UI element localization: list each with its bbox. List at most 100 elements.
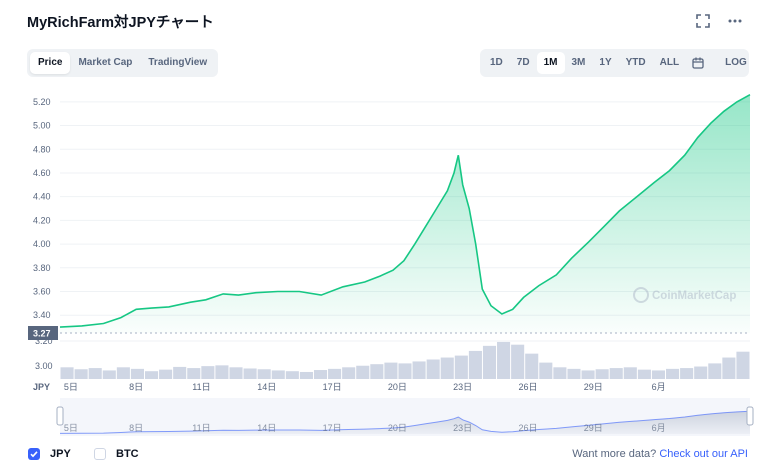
volume-bar [651, 370, 666, 379]
calendar-icon[interactable] [686, 52, 710, 74]
volume-bar [567, 368, 581, 379]
y-tick-label: 5.20 [33, 97, 51, 107]
volume-tick-1: 3.00 [35, 361, 53, 371]
log-toggle[interactable]: LOG [725, 57, 747, 68]
volume-bar [201, 366, 215, 379]
volume-bar [595, 369, 609, 379]
volume-bar [299, 371, 313, 379]
checkbox-checked-icon[interactable] [28, 448, 40, 460]
volume-bar [511, 344, 525, 379]
volume-bar [609, 368, 623, 379]
volume-bar [187, 368, 201, 379]
navigator-tick-label: 26日 [518, 423, 537, 433]
volume-bar [454, 355, 468, 379]
y-tick-label: 4.60 [33, 168, 51, 178]
volume-bar [384, 362, 398, 379]
x-tick-label: 23日 [453, 382, 472, 392]
volume-bar [426, 359, 440, 379]
legend-btc[interactable]: BTC [94, 448, 139, 460]
legend-label: BTC [116, 448, 139, 460]
api-prompt-text: Want more data? [572, 448, 657, 460]
volume-bar [88, 368, 102, 379]
range-all[interactable]: ALL [659, 57, 680, 68]
volume-bar [440, 357, 454, 379]
y-tick-label: 3.60 [33, 287, 51, 297]
volume-tick-0: 3.20 [35, 336, 53, 346]
volume-bar [144, 371, 159, 379]
view-tabs: Price Market Cap TradingView [27, 49, 219, 77]
volume-bar [313, 370, 328, 379]
volume-bar [694, 366, 708, 379]
page-title: MyRichFarm対JPYチャート [27, 15, 214, 31]
y-tick-label: 4.80 [33, 144, 51, 154]
checkbox-unchecked-icon[interactable] [94, 448, 106, 460]
range-1m[interactable]: 1M [536, 52, 565, 74]
y-tick-label: 4.20 [33, 215, 51, 225]
svg-text:CoinMarketCap: CoinMarketCap [652, 290, 736, 302]
price-line [59, 93, 751, 328]
volume-bar [680, 368, 694, 379]
navigator-handle-left[interactable] [56, 406, 64, 426]
navigator-area [60, 411, 750, 434]
x-tick-label: 20日 [388, 382, 407, 392]
volume-bar [229, 367, 243, 379]
y-tick-label: 3.80 [33, 263, 51, 273]
navigator-tick-label: 17日 [323, 423, 342, 433]
volume-bar [356, 365, 370, 379]
price-chart[interactable]: 5.20 5.00 4.80 4.60 4.40 4.20 4.00 3.80 3.60 3.40… [0, 85, 768, 441]
y-tick-label: 5.00 [33, 121, 51, 131]
volume-bar [257, 369, 271, 379]
volume-bar [736, 351, 750, 379]
volume-bar [497, 341, 511, 379]
range-1d[interactable]: 1D [490, 57, 503, 68]
volume-bar [637, 369, 651, 379]
volume-bar [525, 353, 539, 379]
navigator-tick-label: 5日 [64, 423, 78, 433]
volume-bar [102, 370, 116, 379]
tab-market-cap[interactable]: Market Cap [78, 57, 133, 68]
price-area [60, 94, 750, 333]
more-horizontal-icon[interactable] [726, 14, 744, 32]
volume-bar [60, 367, 74, 379]
current-price-tag [28, 326, 58, 340]
volume-bar [74, 369, 88, 379]
navigator-handle-right[interactable] [746, 406, 754, 426]
x-tick-label: 11日 [192, 382, 210, 392]
volume-bar [722, 357, 736, 379]
y-tick-label: 4.00 [33, 239, 51, 249]
volume-bar [328, 368, 342, 379]
navigator-tick-label: 8日 [129, 423, 143, 433]
tab-tradingview[interactable]: TradingView [148, 57, 208, 68]
range-1y[interactable]: 1Y [599, 57, 612, 68]
current-price-value: 3.27 [33, 329, 51, 339]
range-3m[interactable]: 3M [571, 57, 586, 68]
volume-bar [412, 361, 426, 379]
volume-bar [482, 345, 497, 379]
navigator-tick-label: 23日 [453, 423, 472, 433]
navigator-tick-label: 29日 [584, 423, 603, 433]
coinmarketcap-watermark: CoinMarketCap [633, 287, 736, 303]
api-prompt: Want more data? Check out our API [572, 448, 748, 460]
volume-bar [271, 370, 285, 379]
volume-bar [342, 367, 356, 379]
currency-label: JPY [33, 382, 50, 392]
volume-bar [398, 363, 412, 379]
volume-bar [708, 363, 722, 379]
navigator-tick-label: 14日 [257, 423, 276, 433]
navigator-line [59, 410, 751, 434]
volume-bar [243, 368, 257, 379]
range-7d[interactable]: 7D [516, 57, 530, 68]
volume-bar [623, 367, 637, 379]
range-ytd[interactable]: YTD [625, 57, 646, 68]
x-tick-label: 6月 [652, 382, 666, 392]
tab-price[interactable]: Price [30, 52, 71, 74]
volume-bar [370, 364, 384, 379]
volume-bar [553, 367, 567, 379]
expand-icon[interactable] [694, 14, 712, 32]
volume-bar [666, 368, 680, 379]
legend-jpy[interactable]: JPY [28, 448, 71, 460]
volume-bar [173, 366, 187, 379]
volume-bar [581, 370, 595, 379]
api-link[interactable]: Check out our API [659, 448, 748, 460]
volume-bar [159, 369, 173, 379]
